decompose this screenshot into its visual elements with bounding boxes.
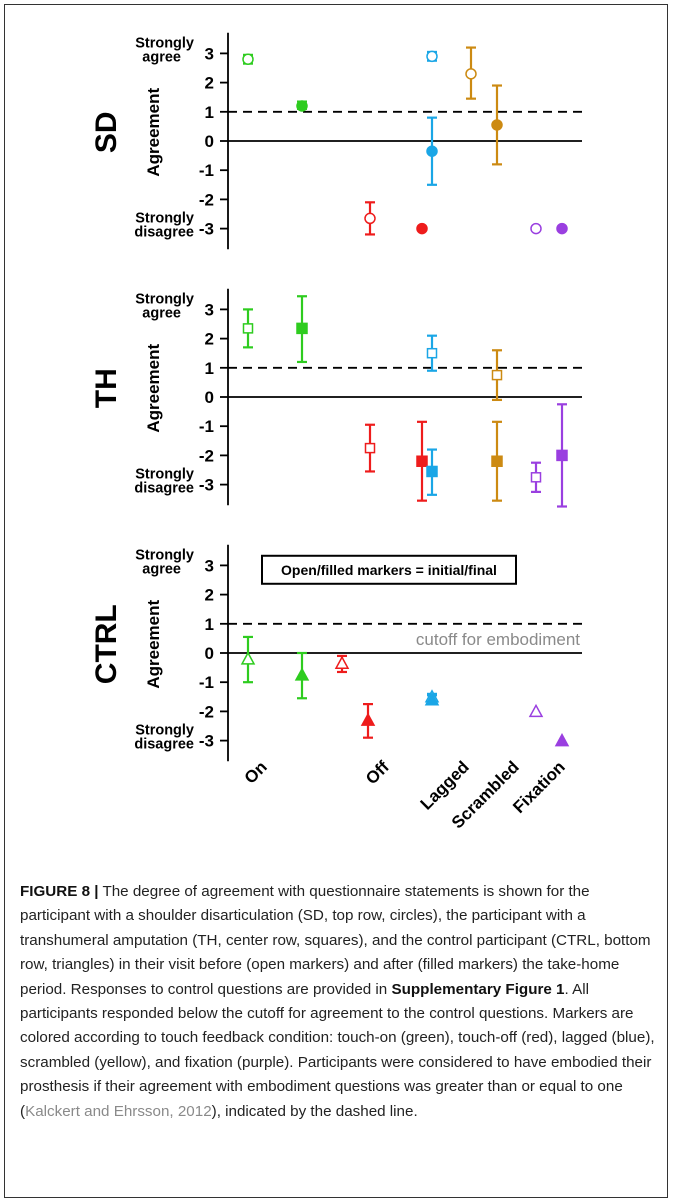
circle-marker [556, 222, 568, 235]
y-tick-label: 1 [205, 103, 214, 122]
strongly-agree-label-line2: agree [142, 305, 181, 321]
caption-text-3: ), indicated by the dashed line. [211, 1102, 418, 1120]
triangle-marker [424, 692, 440, 706]
x-category-label: On [241, 757, 271, 787]
circle-marker [296, 100, 308, 112]
strongly-agree-label-line1: Strongly [135, 291, 194, 307]
figure-frame [4, 4, 668, 1198]
figure-caption: FIGURE 8 | The degree of agreement with … [20, 880, 660, 1124]
figure-chart: 3210-1-2-3StronglyagreeStronglydisagreeA… [90, 32, 582, 832]
y-tick-label: 2 [205, 74, 214, 93]
square-marker [296, 322, 308, 335]
triangle-marker [360, 712, 376, 726]
panel-name: TH [90, 368, 123, 408]
strongly-disagree-label-line1: Strongly [135, 723, 194, 739]
strongly-disagree-label-line2: disagree [134, 481, 194, 497]
strongly-agree-label-line1: Strongly [135, 547, 194, 563]
strongly-disagree-label-line2: disagree [134, 225, 194, 241]
circle-marker [416, 222, 428, 235]
y-tick-label: -3 [199, 220, 214, 239]
y-tick-label: 3 [205, 300, 214, 319]
circle-marker [491, 119, 503, 131]
square-marker [530, 472, 542, 483]
cutoff-label: cutoff for embodiment [416, 630, 580, 649]
square-marker [426, 465, 438, 478]
circle-marker [530, 222, 542, 235]
y-tick-label: -1 [199, 417, 214, 436]
strongly-disagree-label-line1: Strongly [135, 467, 194, 483]
y-tick-label: -2 [199, 446, 214, 465]
y-tick-label: -2 [199, 702, 214, 721]
triangle-marker [294, 667, 310, 681]
citation-link[interactable]: Kalckert and Ehrsson, 2012 [25, 1102, 212, 1120]
strongly-disagree-label-line1: Strongly [135, 211, 194, 227]
square-marker [491, 369, 503, 381]
strongly-agree-label-line2: agree [142, 561, 181, 577]
circle-marker [426, 50, 438, 63]
y-tick-label: 0 [205, 644, 214, 663]
y-tick-label: -2 [199, 190, 214, 209]
y-tick-label: -3 [199, 476, 214, 495]
caption-text-2: . All participants responded below the c… [20, 980, 655, 1120]
square-marker [426, 347, 438, 359]
y-tick-label: 2 [205, 330, 214, 349]
square-marker [364, 442, 376, 454]
x-category-label: Off [362, 757, 393, 788]
y-tick-label: 1 [205, 359, 214, 378]
y-tick-label: -3 [199, 732, 214, 751]
panel-name: SD [90, 111, 123, 153]
strongly-agree-label-line1: Strongly [135, 35, 194, 51]
y-axis-label: Agreement [144, 344, 163, 433]
triangle-marker [334, 655, 350, 669]
y-axis-label: Agreement [144, 600, 163, 689]
y-tick-label: -1 [199, 673, 214, 692]
legend-box [261, 554, 517, 585]
circle-marker [465, 68, 477, 80]
y-axis-label: Agreement [144, 88, 163, 177]
triangle-marker [240, 651, 256, 665]
supplementary-reference: Supplementary Figure 1 [391, 980, 565, 998]
square-marker [491, 455, 503, 467]
y-tick-label: 3 [205, 556, 214, 575]
panel-name: CTRL [90, 604, 123, 684]
circle-marker [426, 145, 438, 157]
y-tick-label: 0 [205, 132, 214, 151]
y-tick-label: 3 [205, 44, 214, 63]
y-tick-label: 2 [205, 586, 214, 605]
y-tick-label: 0 [205, 388, 214, 407]
strongly-disagree-label-line2: disagree [134, 737, 194, 753]
triangle-marker [554, 733, 570, 747]
square-marker [416, 455, 428, 467]
y-tick-label: -1 [199, 161, 214, 180]
square-marker [556, 449, 568, 462]
circle-marker [364, 212, 376, 225]
circle-marker [242, 53, 254, 65]
caption-text-1: The degree of agreement with questionnai… [20, 883, 651, 998]
triangle-marker [528, 703, 544, 718]
y-tick-label: 1 [205, 615, 214, 634]
square-marker [242, 323, 254, 334]
legend-text: Open/filled markers = initial/final [281, 562, 497, 578]
figure-label: FIGURE 8 | [20, 883, 99, 900]
strongly-agree-label-line2: agree [142, 49, 181, 65]
